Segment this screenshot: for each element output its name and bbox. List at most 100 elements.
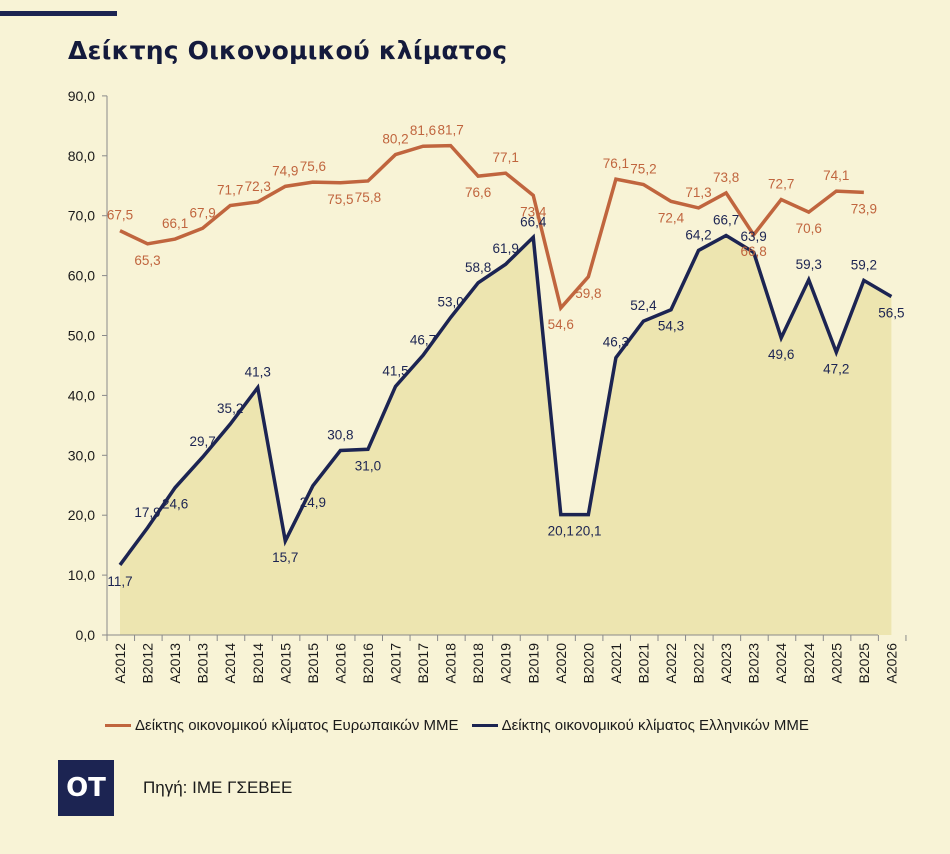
europe-data-label: 81,7 [437, 123, 463, 138]
x-tick-label: Β2023 [746, 643, 762, 684]
greece-data-label: 20,1 [548, 524, 574, 539]
greece-data-label: 59,3 [796, 257, 822, 272]
greece-data-label: 17,9 [134, 505, 160, 520]
x-tick-label: Β2019 [525, 643, 541, 684]
x-tick-label: Α2025 [828, 643, 844, 684]
x-tick-label: Β2020 [580, 643, 596, 684]
y-tick-label: 0,0 [76, 627, 96, 643]
europe-series [119, 143, 864, 312]
x-tick-label: Α2020 [553, 643, 569, 684]
europe-line [119, 143, 864, 312]
greece-data-label: 15,7 [272, 550, 298, 565]
axis-layer: 0,0 10,0 20,0 30,0 40,0 50,0 60,0 70,0 80,0 90,0 Α… [68, 88, 907, 684]
chart-title: Δείκτης Οικονομικού κλίματος [68, 36, 508, 65]
legend-label-greece: Δείκτης οικονομικού κλίματος Ελληνικών Μ… [501, 716, 809, 734]
europe-data-label: 76,1 [603, 156, 629, 171]
greece-data-label: 54,3 [658, 319, 684, 334]
greece-data-label: 20,1 [575, 524, 601, 539]
source-note: Πηγή: ΙΜΕ ΓΣΕΒΕΕ [143, 778, 293, 797]
legend-item-europe: Δείκτης οικονομικού κλίματος Ευρωπαικών … [105, 717, 459, 734]
greece-data-label: 30,8 [327, 428, 353, 443]
europe-data-label: 72,3 [245, 179, 271, 194]
greece-data-label: 59,2 [851, 257, 877, 272]
greece-data-label: 47,2 [823, 361, 849, 376]
area-layer [120, 235, 892, 636]
x-tick-label: Α2016 [332, 643, 348, 684]
y-tick-label: 40,0 [68, 387, 95, 403]
x-tick-label: Β2025 [856, 643, 872, 684]
x-tick-label: Α2019 [498, 643, 514, 684]
europe-data-label: 67,5 [107, 208, 133, 223]
x-tick-label: Β2022 [691, 643, 707, 684]
europe-data-label: 80,2 [382, 132, 408, 147]
europe-data-label: 59,8 [575, 286, 601, 301]
x-tick-label: Α2023 [718, 643, 734, 684]
greece-data-label: 63,9 [741, 229, 767, 244]
europe-data-label: 75,5 [327, 192, 353, 207]
y-tick-label: 10,0 [68, 567, 95, 583]
greece-data-label: 52,4 [630, 298, 657, 313]
legend-swatch-greece [471, 723, 498, 727]
greece-data-label: 66,4 [520, 214, 547, 229]
y-tick-label: 60,0 [68, 268, 95, 284]
europe-data-label: 73,4 [520, 204, 547, 219]
europe-data-label: 73,8 [713, 170, 739, 185]
greece-data-label: 61,9 [493, 241, 519, 256]
ot-logo: OT [58, 760, 114, 816]
x-tick-label: Β2018 [470, 643, 486, 684]
x-tick-label: Α2013 [167, 643, 183, 684]
x-tick-label: Β2021 [635, 643, 651, 684]
europe-data-label: 75,6 [300, 159, 326, 174]
europe-data-label: 74,9 [272, 163, 298, 178]
greece-data-label: 56,5 [878, 306, 904, 321]
europe-data-label: 77,1 [493, 150, 519, 165]
europe-data-label: 65,3 [134, 253, 160, 268]
y-tick-label: 80,0 [68, 148, 95, 164]
greece-area-fill [120, 235, 892, 636]
greece-data-label: 35,2 [217, 401, 243, 416]
europe-data-label: 75,8 [355, 190, 381, 205]
europe-data-label: 76,6 [465, 185, 491, 200]
legend-swatch-europe [105, 723, 131, 727]
europe-data-label: 67,9 [190, 205, 216, 220]
europe-data-label: 70,6 [796, 221, 822, 236]
greece-line [118, 233, 893, 566]
europe-data-label: 72,4 [658, 210, 685, 225]
greece-data-label: 58,8 [465, 260, 491, 275]
greece-data-label: 31,0 [355, 458, 381, 473]
europe-data-label: 75,2 [630, 162, 656, 177]
x-tick-label: Α2026 [883, 643, 899, 684]
greece-data-label: 49,6 [768, 347, 794, 362]
greece-data-label: 24,6 [162, 497, 188, 512]
x-tick-label: Β2013 [195, 643, 211, 684]
x-tick-label: Α2024 [773, 643, 789, 684]
greece-data-label: 41,5 [382, 363, 408, 378]
x-tick-label: Β2014 [250, 643, 266, 684]
y-tick-label: 30,0 [68, 447, 95, 463]
legend-label-europe: Δείκτης οικονομικού κλίματος Ευρωπαικών … [135, 716, 459, 734]
europe-data-label: 66,1 [162, 216, 188, 231]
europe-data-label: 71,3 [685, 185, 711, 200]
x-tick-label: Α2012 [112, 643, 128, 684]
europe-data-label: 71,7 [217, 183, 243, 198]
europe-data-label: 73,9 [851, 201, 877, 216]
y-tick-label: 90,0 [68, 88, 95, 104]
greece-data-label: 64,2 [685, 227, 711, 242]
greece-data-label: 29,7 [190, 434, 216, 449]
top-accent-rule [0, 11, 117, 16]
y-tick-label: 20,0 [68, 507, 95, 523]
europe-data-label: 54,6 [548, 317, 574, 332]
x-tick-label: Α2018 [443, 643, 459, 684]
greece-data-label: 46,3 [603, 335, 629, 350]
x-tick-label: Β2015 [305, 643, 321, 684]
x-tick-label: Α2015 [277, 643, 293, 684]
x-tick-label: Α2021 [608, 643, 624, 684]
x-tick-label: Β2012 [140, 643, 156, 684]
greece-data-label: 41,3 [245, 365, 271, 380]
greece-data-label: 24,9 [300, 495, 326, 510]
x-tick-label: Α2017 [388, 643, 404, 684]
legend: Δείκτης οικονομικού κλίματος Ευρωπαικών … [105, 713, 822, 737]
greece-series [118, 233, 893, 566]
y-tick-label: 50,0 [68, 328, 95, 344]
